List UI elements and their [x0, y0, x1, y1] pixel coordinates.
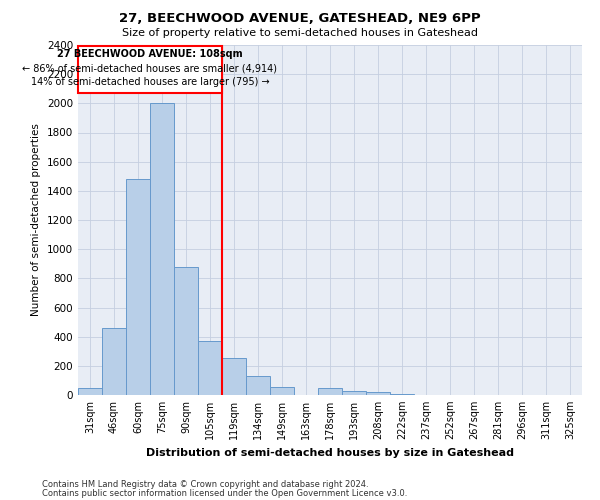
Bar — [246, 376, 270, 395]
Bar — [222, 358, 246, 395]
Bar — [102, 328, 126, 395]
Y-axis label: Number of semi-detached properties: Number of semi-detached properties — [31, 124, 41, 316]
Bar — [150, 104, 174, 395]
Bar — [366, 392, 390, 395]
Bar — [126, 179, 150, 395]
Bar — [270, 387, 294, 395]
Bar — [174, 266, 198, 395]
Bar — [198, 341, 222, 395]
X-axis label: Distribution of semi-detached houses by size in Gateshead: Distribution of semi-detached houses by … — [146, 448, 514, 458]
Bar — [342, 390, 366, 395]
Text: Contains public sector information licensed under the Open Government Licence v3: Contains public sector information licen… — [42, 489, 407, 498]
Text: Size of property relative to semi-detached houses in Gateshead: Size of property relative to semi-detach… — [122, 28, 478, 38]
Bar — [318, 388, 342, 395]
Bar — [78, 388, 102, 395]
Text: 27 BEECHWOOD AVENUE: 108sqm: 27 BEECHWOOD AVENUE: 108sqm — [57, 50, 243, 59]
Text: 27, BEECHWOOD AVENUE, GATESHEAD, NE9 6PP: 27, BEECHWOOD AVENUE, GATESHEAD, NE9 6PP — [119, 12, 481, 26]
FancyBboxPatch shape — [78, 46, 222, 93]
Text: 14% of semi-detached houses are larger (795) →: 14% of semi-detached houses are larger (… — [31, 77, 269, 87]
Text: Contains HM Land Registry data © Crown copyright and database right 2024.: Contains HM Land Registry data © Crown c… — [42, 480, 368, 489]
Text: ← 86% of semi-detached houses are smaller (4,914): ← 86% of semi-detached houses are smalle… — [23, 64, 277, 74]
Bar — [390, 394, 414, 395]
